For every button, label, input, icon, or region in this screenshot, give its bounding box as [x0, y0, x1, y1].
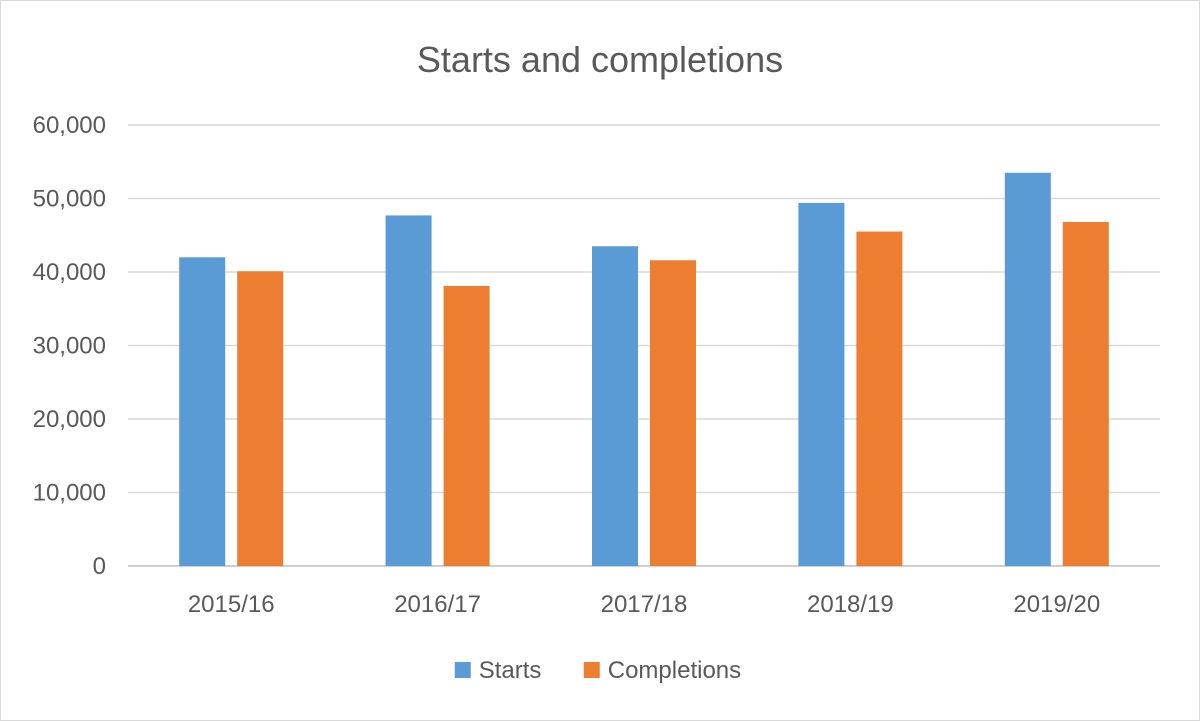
- legend-label-completions: Completions: [608, 657, 741, 684]
- bars: [179, 172, 1109, 566]
- bar-completions-2019-20: [1062, 222, 1109, 566]
- x-tick-label: 2019/20: [1013, 591, 1100, 618]
- y-tick-label: 10,000: [33, 480, 106, 507]
- x-tick-label: 2015/16: [188, 591, 275, 618]
- y-tick-label: 30,000: [33, 333, 106, 360]
- y-tick-label: 50,000: [33, 186, 106, 213]
- x-tick-label: 2017/18: [601, 591, 688, 618]
- x-axis: 2015/16 2016/17 2017/18 2018/19 2019/20: [188, 591, 1100, 618]
- y-tick-label: 40,000: [33, 259, 106, 286]
- bar-starts-2015-16: [179, 257, 226, 566]
- bar-completions-2016-17: [443, 285, 490, 566]
- bar-starts-2017-18: [592, 246, 638, 566]
- y-axis: 0 10,000 20,000 30,000 40,000 50,000 60,000: [33, 112, 106, 580]
- bar-completions-2017-18: [650, 260, 696, 566]
- bar-starts-2018-19: [798, 202, 845, 566]
- chart-title: Starts and completions: [417, 39, 783, 80]
- y-tick-label: 0: [93, 553, 106, 580]
- bar-starts-2019-20: [1004, 172, 1051, 566]
- legend-swatch-completions: [583, 662, 600, 678]
- legend-label-starts: Starts: [479, 657, 542, 684]
- bar-starts-2016-17: [385, 215, 432, 566]
- legend: Starts Completions: [454, 657, 741, 684]
- x-tick-label: 2018/19: [807, 591, 894, 618]
- y-tick-label: 60,000: [33, 112, 106, 139]
- legend-swatch-starts: [454, 662, 471, 678]
- bar-completions-2018-19: [856, 231, 903, 566]
- x-tick-label: 2016/17: [394, 591, 481, 618]
- bar-completions-2015-16: [237, 271, 284, 566]
- y-tick-label: 20,000: [33, 406, 106, 433]
- gridlines: [128, 124, 1160, 567]
